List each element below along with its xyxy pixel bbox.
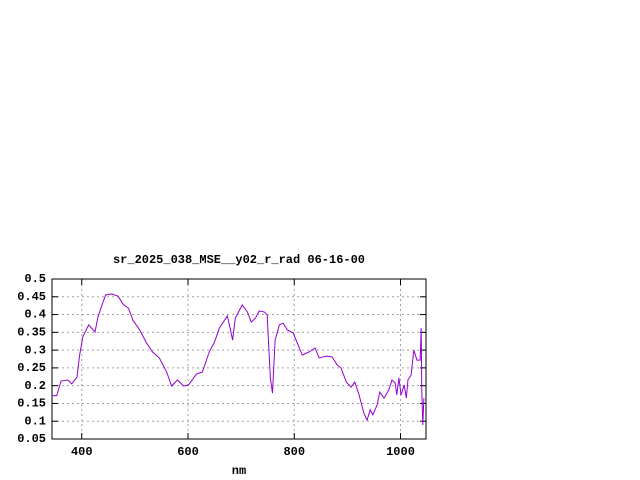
y-tick-label: 0.15 [17, 397, 46, 411]
y-tick-label: 0.1 [24, 414, 46, 428]
x-tick-label: 600 [177, 445, 199, 459]
plot-frame [51, 278, 427, 440]
chart-title: sr_2025_038_MSE__y02_r_rad 06-16-00 [113, 253, 365, 267]
y-tick-label: 0.4 [24, 308, 46, 322]
y-tick-label: 0.2 [24, 379, 46, 393]
y-tick-label: 0.3 [24, 343, 46, 357]
y-tick-label: 0.05 [17, 432, 46, 446]
y-tick-label: 0.25 [17, 361, 46, 375]
x-tick-label: 800 [283, 445, 305, 459]
data-line [52, 293, 425, 426]
x-tick-label: 400 [71, 445, 93, 459]
x-tick-label: 1000 [386, 445, 415, 459]
y-tick-label: 0.45 [17, 290, 46, 304]
y-tick-label: 0.5 [24, 272, 46, 286]
y-tick-label: 0.35 [17, 326, 46, 340]
x-axis-label: nm [232, 464, 246, 478]
